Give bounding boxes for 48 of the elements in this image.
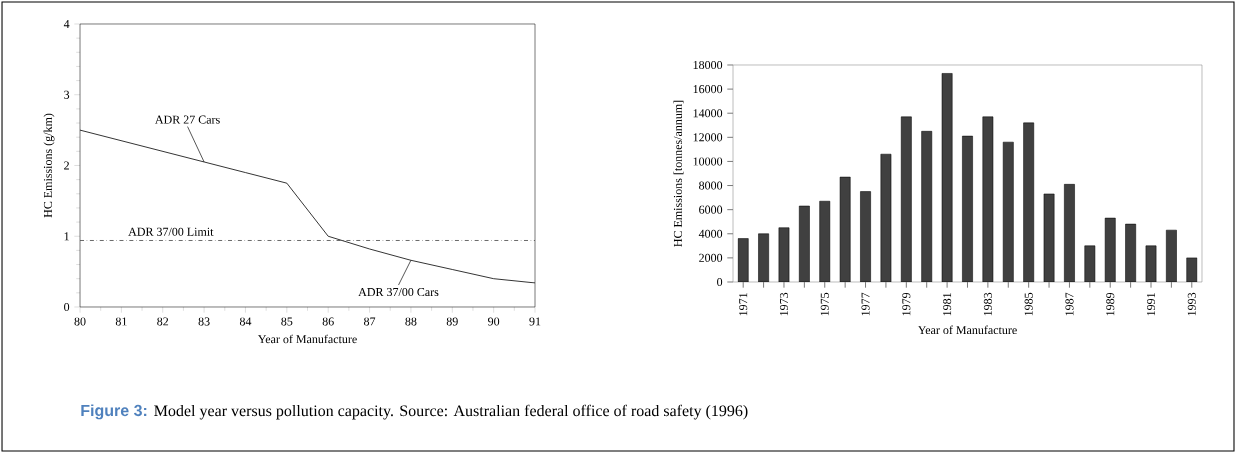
y-axis-title: HC Emissions (g/km) bbox=[43, 113, 55, 218]
x-tick-label: 80 bbox=[74, 317, 86, 326]
x-tick-label: 1973 bbox=[779, 292, 789, 316]
x-tick-label: 90 bbox=[488, 317, 500, 326]
y-tick-label: 18000 bbox=[693, 60, 723, 70]
text: Model year versus pollution capacity. Source: Australian federal office of road safety (1996) bbox=[154, 404, 748, 420]
y-tick-label: 0 bbox=[717, 277, 723, 287]
x-tick-label: 91 bbox=[529, 317, 541, 326]
x-tick-label: 89 bbox=[446, 317, 458, 326]
y-tick-label: 12000 bbox=[693, 133, 723, 142]
y-tick-label: 1 bbox=[64, 232, 69, 241]
y-tick-label: 0 bbox=[64, 302, 70, 312]
y-tick-label: 6000 bbox=[699, 205, 723, 214]
y-tick-label: 2000 bbox=[699, 253, 723, 262]
x-axis-title: Year of Manufacture bbox=[257, 334, 357, 344]
y-tick-label: 2 bbox=[64, 161, 69, 170]
annotation: ADR 37/00 Cars bbox=[358, 287, 439, 297]
x-tick-label: 1981 bbox=[943, 293, 952, 316]
y-tick-label: 4 bbox=[63, 20, 70, 28]
x-axis-title: Year of Manufacture bbox=[917, 325, 1017, 335]
x-tick-label: 1985 bbox=[1024, 292, 1033, 316]
y-tick-label: 16000 bbox=[693, 85, 723, 94]
x-tick-label: 87 bbox=[364, 317, 376, 326]
y-tick-label: 4000 bbox=[698, 229, 723, 238]
x-tick-label: 1991 bbox=[1146, 293, 1156, 316]
caption: Figure 3: bbox=[81, 404, 147, 420]
x-tick-label: 81 bbox=[115, 317, 127, 326]
x-tick-label: 1989 bbox=[1106, 292, 1115, 316]
x-tick-label: 85 bbox=[281, 317, 293, 326]
x-tick-label: 84 bbox=[239, 317, 252, 326]
y-tick-label: 3 bbox=[64, 90, 70, 99]
y-tick-label: 10000 bbox=[693, 157, 723, 166]
x-tick-label: 1983 bbox=[983, 292, 992, 316]
x-tick-label: 86 bbox=[322, 317, 334, 326]
annotation: ADR 27 Cars bbox=[155, 115, 220, 124]
y-axis-title: HC Emissions [tonnes/annum] bbox=[673, 100, 684, 247]
x-tick-label: 83 bbox=[198, 317, 210, 326]
x-tick-label: 82 bbox=[157, 317, 169, 326]
x-tick-label: 1979 bbox=[902, 292, 911, 316]
x-tick-label: 1975 bbox=[820, 292, 829, 316]
y-tick-label: 14000 bbox=[693, 109, 723, 118]
x-tick-label: 1993 bbox=[1187, 292, 1196, 316]
x-tick-label: 1977 bbox=[861, 292, 870, 316]
x-tick-label: 88 bbox=[405, 317, 417, 326]
x-tick-label: 1971 bbox=[739, 293, 748, 316]
ref-line-label: ADR 37/00 Limit bbox=[128, 227, 214, 236]
x-tick-label: 1987 bbox=[1065, 292, 1074, 316]
y-tick-label: 8000 bbox=[699, 181, 723, 190]
